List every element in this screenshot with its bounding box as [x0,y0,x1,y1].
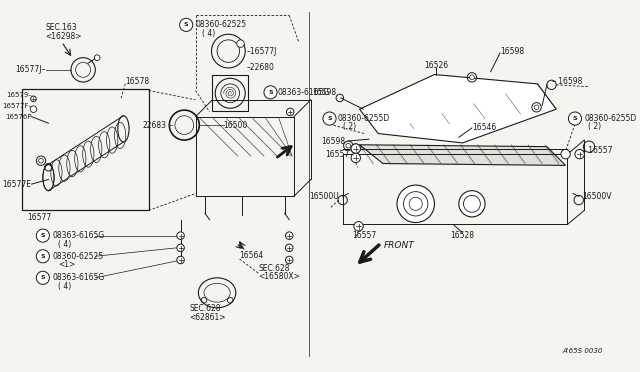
Text: 16577: 16577 [27,214,51,222]
Polygon shape [360,74,556,143]
Text: <16580X>: <16580X> [259,272,300,281]
Text: 08360-62525: 08360-62525 [196,20,246,29]
Text: 16526: 16526 [424,61,449,70]
Text: <62861>: <62861> [189,312,225,322]
Circle shape [180,18,193,31]
Text: 16500V: 16500V [582,192,612,201]
Circle shape [575,150,584,159]
Text: ( 2): ( 2) [588,122,601,131]
Circle shape [351,144,360,153]
Text: 08360-6255D: 08360-6255D [584,114,637,123]
Circle shape [354,222,364,231]
Text: 16577J–: 16577J– [15,65,45,74]
Circle shape [36,271,49,284]
Text: 16598: 16598 [500,46,524,55]
Circle shape [36,229,49,242]
Text: 16564: 16564 [239,251,264,260]
Text: SEC.628: SEC.628 [259,264,290,273]
Circle shape [285,232,293,240]
Text: 16500U: 16500U [309,192,339,201]
Circle shape [404,192,428,216]
Text: – 16598: – 16598 [552,77,582,86]
Circle shape [287,108,294,116]
Circle shape [30,106,36,112]
Text: S: S [573,116,577,121]
Text: 22683: 22683 [143,121,166,129]
Text: ( 4): ( 4) [202,29,216,38]
Text: SEC.163: SEC.163 [45,23,77,32]
Polygon shape [360,145,566,166]
Text: 16500: 16500 [223,121,248,129]
Circle shape [346,143,351,148]
Text: 16577F–: 16577F– [2,103,31,109]
Text: SEC.628: SEC.628 [189,304,221,313]
Text: 16598: 16598 [321,137,346,145]
Text: S: S [40,275,45,280]
Text: <16298>: <16298> [45,32,82,41]
Text: 16546: 16546 [472,124,496,132]
Text: –22680: –22680 [247,62,275,71]
Text: 16578: 16578 [125,77,149,86]
Text: S: S [40,233,45,238]
Text: 08363-6165G: 08363-6165G [52,231,104,240]
Text: 08360-62525: 08360-62525 [52,252,103,261]
Circle shape [568,112,582,125]
Text: – 16557: – 16557 [582,146,613,155]
Circle shape [177,244,184,251]
Circle shape [459,191,485,217]
Text: 16576P: 16576P [5,114,31,120]
Circle shape [237,40,244,47]
Text: 08360-6255D: 08360-6255D [338,114,390,123]
Circle shape [351,144,360,153]
Text: S: S [184,22,189,28]
Circle shape [285,256,293,264]
Text: 16557: 16557 [352,231,376,240]
Circle shape [264,86,277,99]
Text: 08363-6165G: 08363-6165G [278,88,330,97]
Text: 16528: 16528 [451,231,474,240]
Circle shape [397,185,435,222]
Text: S: S [327,116,332,121]
Circle shape [177,256,184,264]
Circle shape [351,153,360,163]
Circle shape [177,232,184,240]
Circle shape [470,75,474,80]
Text: 16557–: 16557– [325,150,353,158]
Text: A'65S 0030: A'65S 0030 [563,348,603,354]
Text: ( 4): ( 4) [58,240,71,248]
Text: 16598: 16598 [312,88,336,97]
Circle shape [36,250,49,263]
Text: S: S [268,90,273,95]
Text: 16577E: 16577E [3,180,31,189]
Text: S: S [40,254,45,259]
Text: 08363-6165G: 08363-6165G [52,273,104,282]
Text: ( 4): ( 4) [58,282,71,291]
Circle shape [323,112,336,125]
Text: FRONT: FRONT [384,241,415,250]
Circle shape [285,244,293,251]
Text: –16577J: –16577J [247,46,278,55]
Circle shape [31,96,36,102]
Circle shape [534,105,539,110]
Text: 16579–: 16579– [6,92,31,98]
Circle shape [94,55,100,61]
Text: ( 2): ( 2) [342,122,356,131]
Circle shape [561,150,570,159]
Text: <1>: <1> [58,260,75,269]
